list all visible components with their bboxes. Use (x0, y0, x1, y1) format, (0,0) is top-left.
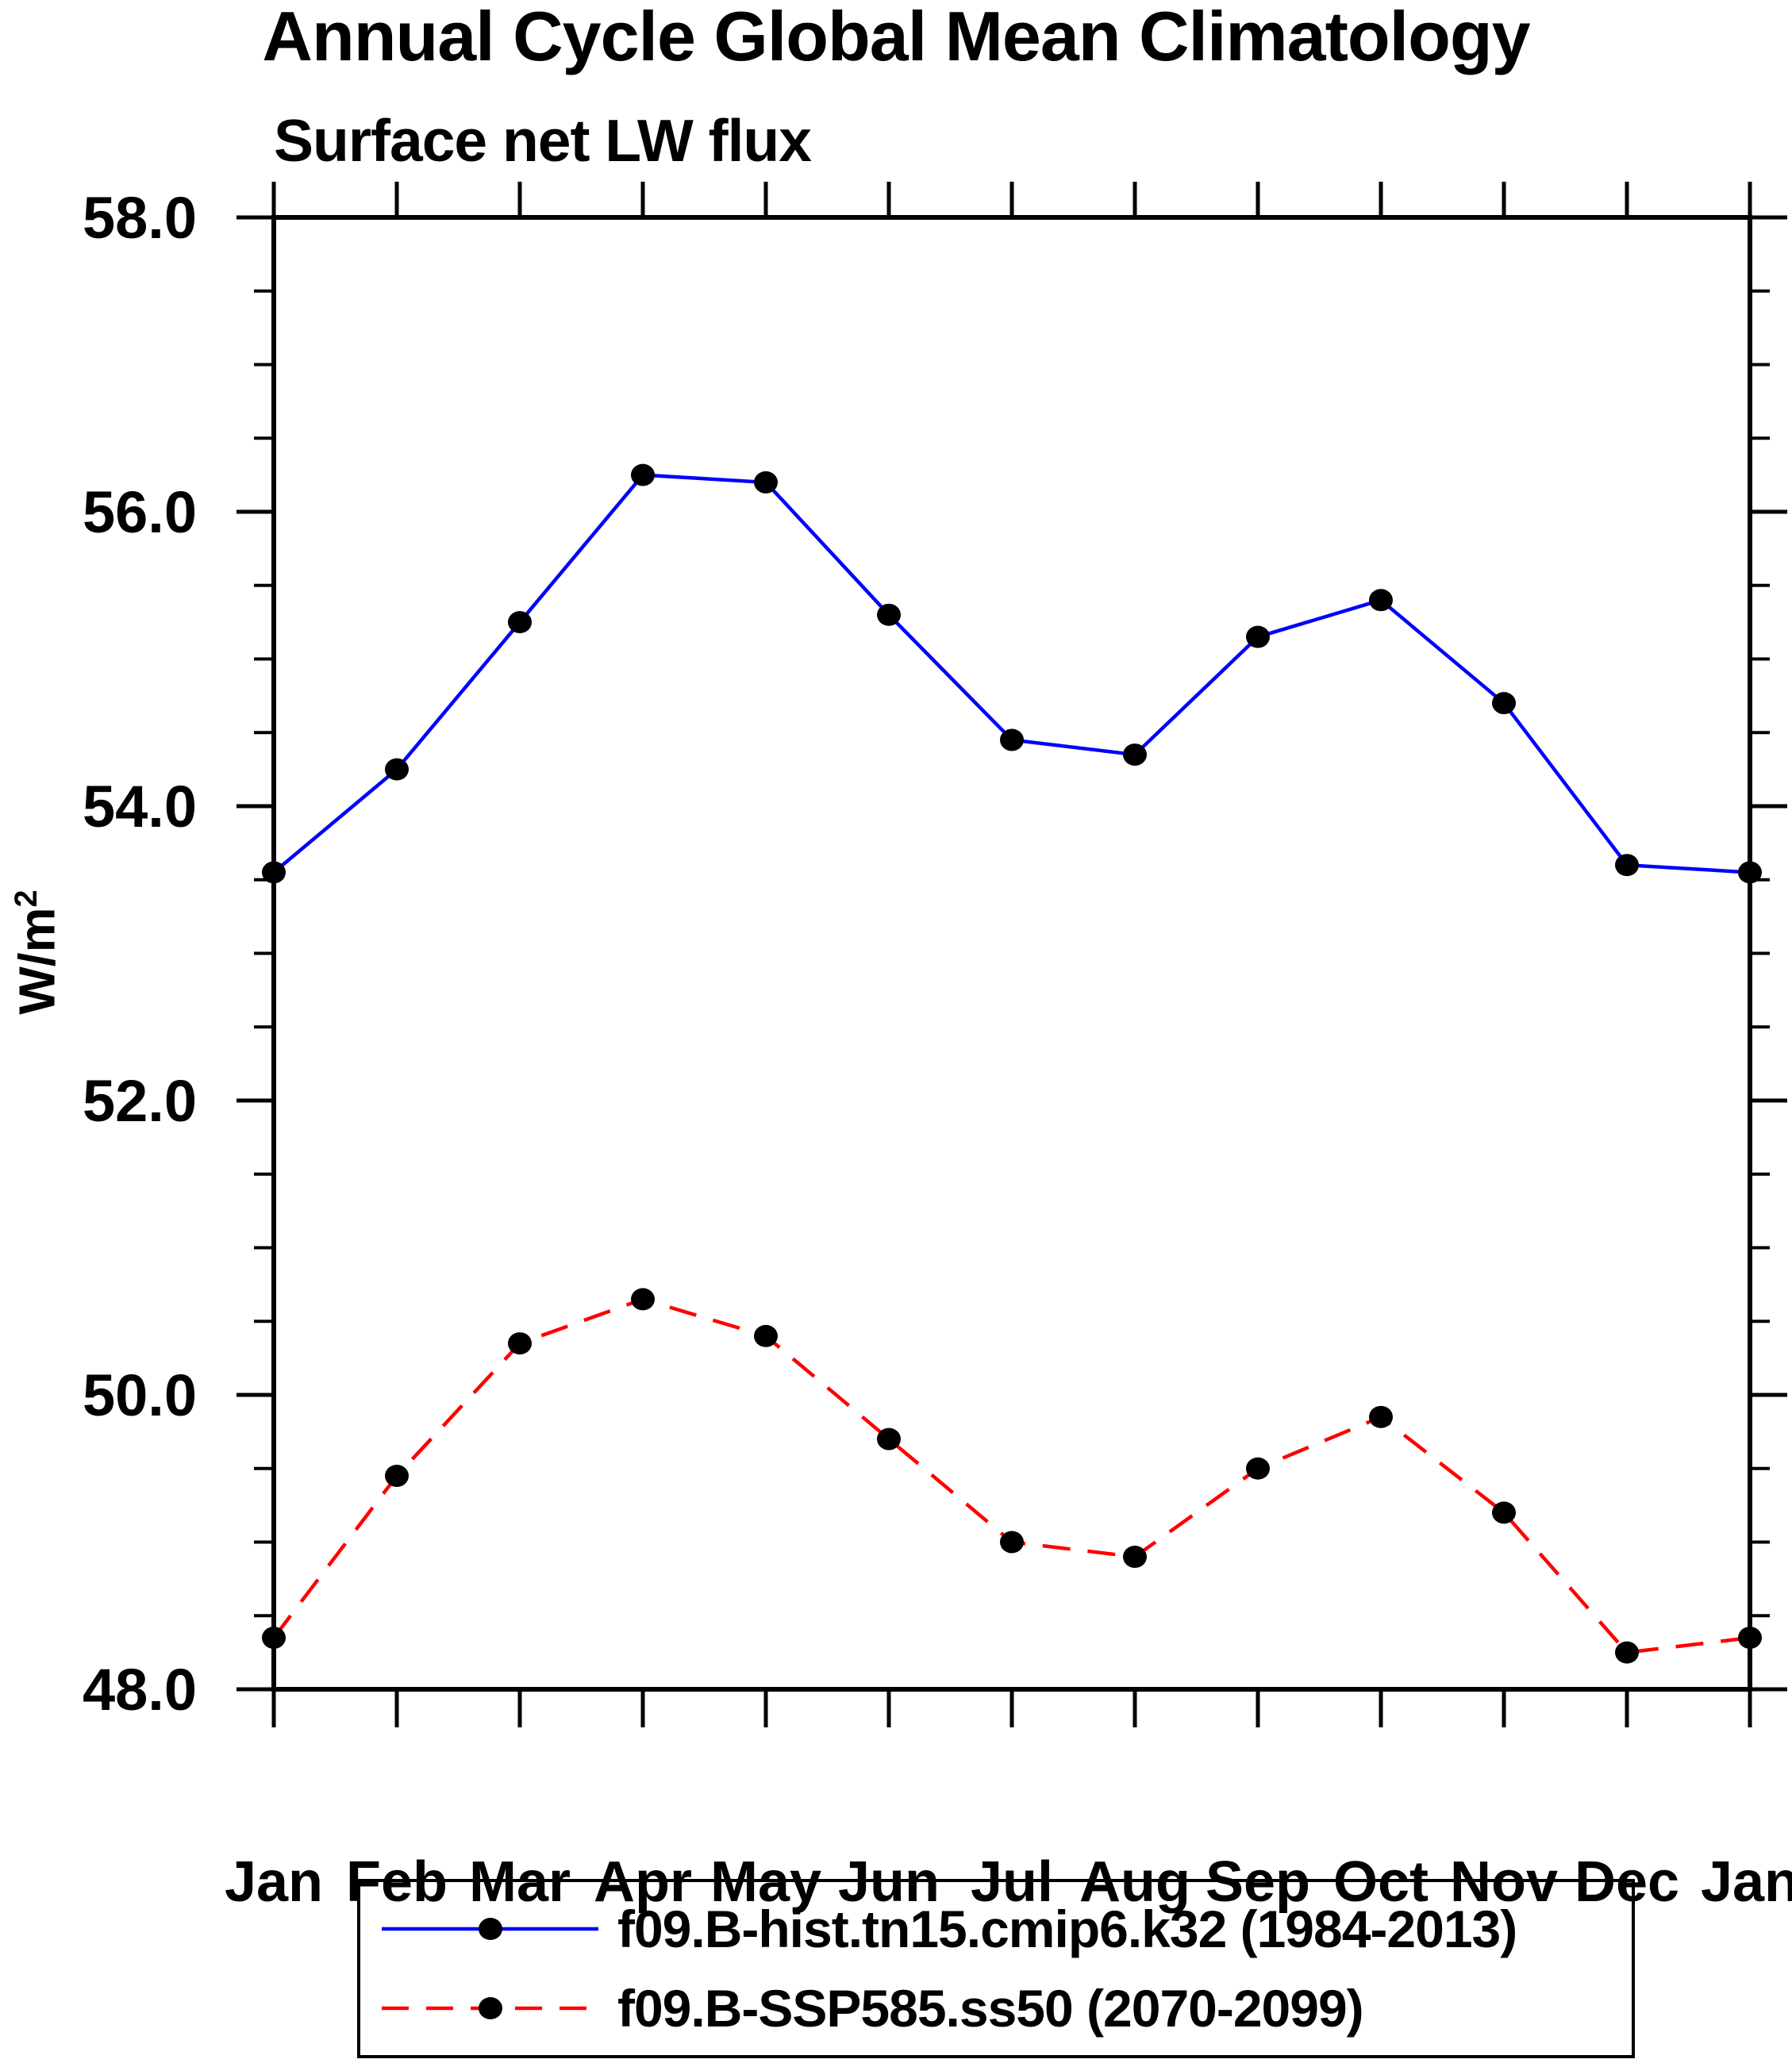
data-point (631, 1288, 655, 1311)
x-axis-tick-label: Aug (1079, 1850, 1190, 1914)
series-line-hist (272, 473, 1751, 874)
y-axis-tick-label: 54.0 (83, 774, 197, 839)
x-axis-tick-label: Jun (838, 1850, 940, 1914)
x-axis-tick-label: Jan (225, 1850, 323, 1914)
y-axis-tick-label: 50.0 (83, 1362, 197, 1428)
legend-marker-dot (479, 1996, 502, 2019)
data-point (262, 861, 286, 884)
data-point (1123, 743, 1147, 766)
x-axis-tick-label: Oct (1333, 1850, 1429, 1914)
data-point (1492, 692, 1516, 715)
chart-subtitle: Surface net LW flux (274, 107, 812, 174)
data-point (1246, 625, 1270, 648)
data-point (1123, 1546, 1147, 1569)
y-axis-tick-label: 52.0 (83, 1068, 197, 1134)
data-point (1246, 1457, 1270, 1480)
data-point (754, 471, 778, 494)
series-line-ssp585 (272, 1297, 1751, 1654)
legend: f09.B-hist.tn15.cmip6.k32 (1984-2013) f0… (357, 1879, 1635, 2058)
x-axis-tick-label: Feb (346, 1850, 448, 1914)
legend-item-hist: f09.B-hist.tn15.cmip6.k32 (1984-2013) (370, 1897, 1632, 1961)
data-point (754, 1324, 778, 1347)
data-point (1000, 728, 1024, 751)
data-point (385, 758, 409, 781)
data-point (1000, 1531, 1024, 1554)
x-axis-tick-label: Apr (594, 1850, 692, 1914)
data-point (877, 603, 901, 626)
data-point (262, 1627, 286, 1650)
x-axis-tick-label: Jul (971, 1850, 1053, 1914)
legend-swatch-hist-line (382, 1918, 598, 1941)
y-axis-tick-label: 48.0 (83, 1657, 197, 1723)
data-point (385, 1465, 409, 1488)
data-point (1369, 589, 1393, 612)
data-point (1615, 1641, 1639, 1664)
x-axis-tick-label: Jan (1701, 1850, 1792, 1914)
plot-frame (271, 215, 1752, 1692)
x-axis-tick-label: Mar (469, 1850, 571, 1914)
x-axis-tick-label: Sep (1206, 1850, 1310, 1914)
legend-marker-dot (479, 1918, 502, 1941)
data-point (631, 463, 655, 486)
data-point (1615, 854, 1639, 877)
chart-title: Annual Cycle Global Mean Climatology (262, 0, 1530, 75)
data-point (1738, 1627, 1762, 1650)
x-axis-tick-label: May (710, 1850, 821, 1914)
data-point (1738, 861, 1762, 884)
data-point (508, 611, 532, 634)
y-axis-tick-label: 58.0 (83, 185, 197, 251)
legend-label-ssp585: f09.B-SSP585.ss50 (2070-2099) (617, 1978, 1364, 2038)
data-point (1369, 1405, 1393, 1428)
data-point (1492, 1501, 1516, 1524)
legend-item-ssp585: f09.B-SSP585.ss50 (2070-2099) (370, 1977, 1632, 2040)
data-point (877, 1427, 901, 1450)
y-axis-tick-label: 56.0 (83, 479, 197, 545)
x-axis-tick-label: Dec (1575, 1850, 1679, 1914)
data-point (508, 1332, 532, 1355)
legend-label-hist: f09.B-hist.tn15.cmip6.k32 (1984-2013) (617, 1900, 1517, 1959)
x-axis-tick-label: Nov (1450, 1850, 1558, 1914)
legend-swatch-ssp585-line (382, 1996, 598, 2019)
